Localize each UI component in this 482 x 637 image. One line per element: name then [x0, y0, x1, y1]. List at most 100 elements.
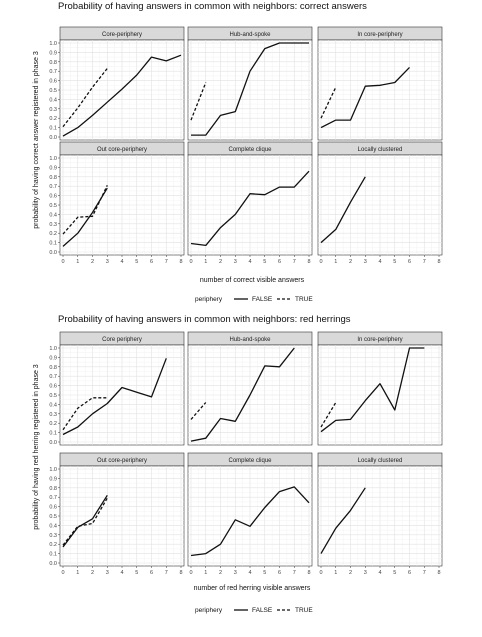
x-tick-label: 7 [165, 259, 168, 265]
y-tick-label: 0.6 [49, 79, 57, 85]
y-tick-label: 0.5 [49, 514, 57, 520]
series-line-true [190, 82, 207, 121]
panel-strip-label: Out core-periphery [97, 147, 147, 153]
chart-title: Probability of having answers in common … [58, 1, 367, 12]
panel-complete-clique: Complete clique 0 1 2 3 4 5 6 7 8 [187, 141, 313, 265]
series-line-true [62, 497, 108, 546]
series-line-false [320, 176, 366, 244]
x-tick-label: 7 [423, 259, 426, 265]
x-tick-label: 0 [319, 259, 322, 265]
x-tick-label: 3 [234, 259, 237, 265]
series-line-false [320, 487, 366, 554]
series-line-false [191, 42, 309, 136]
y-tick-label: 0.3 [49, 107, 57, 113]
series-line-true [320, 86, 337, 119]
y-tick-label: 0.0 [49, 561, 57, 567]
panel-strip-label: Core-periphery [102, 32, 142, 38]
y-tick-label: 0.9 [49, 50, 57, 56]
x-tick-label: 8 [437, 570, 440, 576]
series-line-false [62, 494, 108, 548]
x-tick-label: 0 [189, 259, 192, 265]
x-tick-label: 6 [150, 570, 153, 576]
y-tick-label: 0.0 [49, 250, 57, 256]
y-tick-label: 0.7 [49, 69, 57, 75]
panel-hub-and-spoke: Hub-and-spoke [187, 331, 313, 446]
chart-section-1: Probability of having answers in common … [33, 1, 443, 303]
series-line-false [62, 187, 108, 247]
y-tick-label: 0.4 [49, 402, 57, 408]
chart-section-2: Probability of having answers in common … [33, 314, 443, 614]
x-tick-label: 4 [378, 570, 381, 576]
panel-locally-clustered: Locally clustered 0 1 2 3 4 5 6 7 8 [317, 452, 443, 576]
panel-in-core-periphery: In core-periphery [317, 26, 443, 141]
y-tick-label: 0.0 [49, 135, 57, 141]
x-tick-label: 8 [179, 570, 182, 576]
x-tick-label: 7 [165, 570, 168, 576]
x-tick-label: 4 [248, 570, 251, 576]
y-tick-label: 1.0 [49, 346, 57, 352]
y-tick-label: 0.3 [49, 412, 57, 418]
y-tick-label: 0.4 [49, 523, 57, 529]
panel-strip-label: Complete clique [228, 147, 272, 153]
panel-locally-clustered: Locally clustered 0 1 2 3 4 5 6 7 8 [317, 141, 443, 265]
chart-title: Probability of having answers in common … [58, 314, 351, 325]
panel-core-periphery: Core periphery 0.0 0.1 0.2 0.3 0.4 0.5 0.6 0.7 0.… [49, 331, 185, 446]
y-tick-label: 0.7 [49, 495, 57, 501]
x-tick-label: 1 [204, 570, 207, 576]
x-tick-label: 0 [61, 570, 64, 576]
series-line-true [62, 397, 108, 431]
x-tick-label: 8 [307, 570, 310, 576]
legend-label-false: FALSE [252, 296, 273, 303]
y-tick-label: 0.2 [49, 542, 57, 548]
x-tick-label: 3 [106, 570, 109, 576]
panel-strip-label: Out core-periphery [97, 458, 147, 464]
x-tick-label: 5 [263, 570, 266, 576]
y-tick-label: 0.9 [49, 355, 57, 361]
y-tick-label: 0.1 [49, 431, 57, 437]
series-line-true [62, 67, 108, 128]
y-tick-label: 0.8 [49, 365, 57, 371]
panel-out-core-periphery: Out core-periphery 0.0 0.1 0.2 0.3 0.4 0.5 0.6 0… [49, 141, 185, 265]
series-line-false [320, 347, 425, 433]
y-tick-label: 0.5 [49, 203, 57, 209]
series-line-false [62, 358, 167, 436]
x-tick-label: 8 [307, 259, 310, 265]
x-tick-label: 8 [437, 259, 440, 265]
x-tick-label: 6 [278, 259, 281, 265]
x-tick-label: 2 [91, 259, 94, 265]
x-tick-label: 2 [91, 570, 94, 576]
x-axis-label: number of red herring visible answers [194, 585, 311, 592]
y-tick-label: 0.8 [49, 486, 57, 492]
x-tick-label: 7 [293, 570, 296, 576]
x-tick-label: 2 [219, 570, 222, 576]
panel-core-periphery: Core-periphery 0.0 0.1 0.2 0.3 0.4 0.5 0.6 0.7 0.… [49, 26, 185, 141]
y-tick-label: 0.6 [49, 505, 57, 511]
x-tick-label: 5 [135, 570, 138, 576]
y-tick-label: 0.7 [49, 374, 57, 380]
x-tick-label: 3 [234, 570, 237, 576]
y-tick-label: 0.6 [49, 194, 57, 200]
x-tick-label: 4 [248, 259, 251, 265]
y-tick-label: 0.1 [49, 126, 57, 132]
x-tick-label: 1 [204, 259, 207, 265]
x-tick-label: 2 [349, 259, 352, 265]
x-tick-label: 0 [61, 259, 64, 265]
x-axis-label: number of correct visible answers [200, 277, 305, 284]
y-tick-label: 0.2 [49, 421, 57, 427]
panel-strip-label: Complete clique [228, 458, 272, 464]
panel-complete-clique: Complete clique 0 1 2 3 4 5 6 7 8 [187, 452, 313, 576]
y-tick-label: 1.0 [49, 41, 57, 47]
x-tick-label: 1 [334, 259, 337, 265]
x-tick-label: 4 [120, 259, 123, 265]
y-tick-label: 0.3 [49, 533, 57, 539]
legend-label-true: TRUE [295, 607, 313, 614]
panel-strip-label: Hub-and-spoke [229, 337, 271, 343]
legend-title: periphery [195, 607, 223, 614]
legend: periphery FALSE TRUE [195, 607, 313, 614]
legend-label-false: FALSE [252, 607, 273, 614]
series-line-false [320, 66, 410, 129]
x-tick-label: 6 [278, 570, 281, 576]
series-line-true [62, 185, 108, 235]
x-tick-label: 6 [408, 570, 411, 576]
